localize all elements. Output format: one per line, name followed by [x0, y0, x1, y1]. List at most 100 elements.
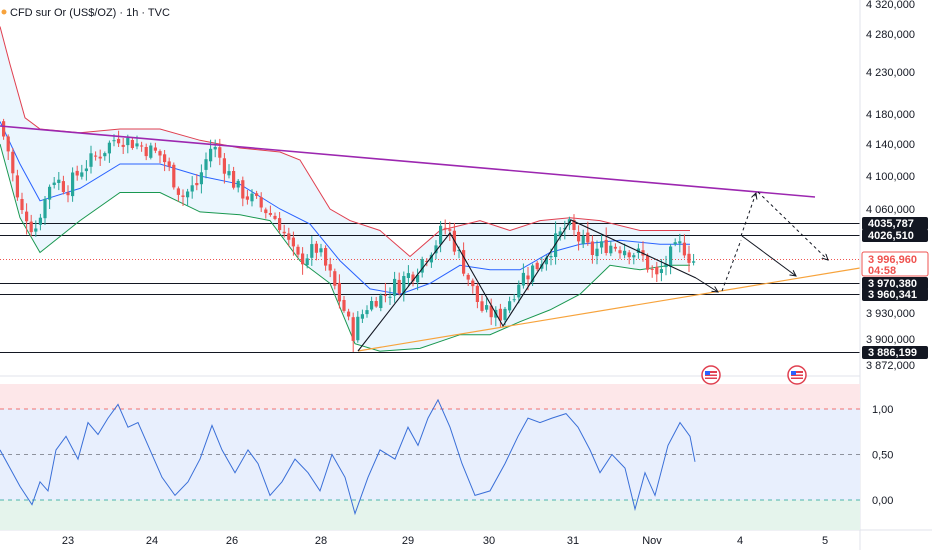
time-tick-label: 4 [737, 535, 743, 547]
price-tick-label: 4 180,000 [866, 109, 915, 121]
candle-body [11, 151, 15, 174]
oscillator-pane[interactable] [0, 384, 860, 530]
candle-body [167, 161, 171, 167]
price-tick-label: 3 930,000 [866, 308, 915, 320]
time-axis[interactable]: 23 24 26 28 29 30 31 Nov 4 5 [62, 535, 828, 547]
candle-body [29, 221, 33, 233]
candle-body [140, 145, 144, 147]
candle-body [512, 299, 516, 301]
candle-body [485, 305, 489, 310]
candle-body [319, 248, 323, 253]
candle-body [103, 153, 107, 157]
projection-arrow [741, 235, 796, 276]
price-tick-label: 4 230,000 [866, 67, 915, 79]
candle-body [498, 308, 502, 321]
oscillator-tick-label: 0,00 [872, 495, 893, 507]
candle-body [121, 144, 125, 147]
candle-body [278, 218, 282, 231]
candle-body [328, 264, 332, 271]
candle-body [669, 246, 673, 267]
candle-body [89, 153, 93, 167]
header: CFD sur Or (US$/OZ) · 1h · TVC [1, 7, 170, 19]
symbol-icon [1, 9, 7, 15]
price-label-box [861, 251, 929, 277]
candle-body [117, 138, 121, 144]
page-title[interactable]: CFD sur Or (US$/OZ) · 1h · TVC [10, 7, 170, 19]
candle-body [310, 244, 314, 258]
candle-body [549, 256, 553, 258]
candle-body [383, 294, 387, 296]
time-tick-label: Nov [642, 535, 662, 547]
candle-body [655, 266, 659, 275]
candle-body [38, 217, 42, 225]
candle-body [687, 253, 691, 263]
zigzag-pattern[interactable] [357, 219, 697, 352]
candle-body [632, 255, 636, 258]
projection-arrow [740, 193, 756, 237]
candle-body [209, 148, 213, 162]
candle-body [48, 186, 52, 200]
candle-body [94, 155, 98, 157]
candle-body [623, 250, 627, 256]
trendlines[interactable] [0, 125, 861, 352]
us-flag-icon[interactable] [701, 365, 721, 385]
candle-body [264, 209, 268, 214]
price-tick-label: 4 320,000 [866, 0, 915, 11]
candle-body [544, 257, 548, 265]
candle-body [222, 158, 226, 174]
bollinger-lower-line [0, 143, 690, 352]
candle-body [351, 317, 355, 341]
candle-body [80, 172, 84, 177]
price-label-box [862, 346, 928, 359]
price-label-text: 3 886,199 [868, 347, 917, 359]
candle-body [149, 145, 153, 158]
candle-body [416, 274, 420, 283]
events[interactable] [701, 365, 807, 385]
time-tick-label: 23 [62, 535, 74, 547]
candle-body [595, 248, 599, 257]
candle-body [15, 175, 19, 198]
candle-body [43, 198, 47, 219]
candle-body [374, 301, 378, 307]
price-tick-label: 4 060,000 [866, 204, 915, 216]
candle-body [282, 231, 286, 234]
candle-body [25, 211, 29, 222]
price-tick-label: 3 900,000 [866, 334, 915, 346]
projection-arrow [695, 277, 718, 292]
candle-body [126, 137, 130, 146]
us-flag-icon[interactable] [787, 365, 807, 385]
candle-body [227, 171, 231, 176]
candle-body [425, 261, 429, 262]
candle-body [443, 227, 447, 229]
time-tick-label: 31 [567, 535, 579, 547]
candle-body [411, 274, 415, 282]
price-label-box [862, 229, 928, 242]
candle-body [250, 193, 254, 202]
candle-body [489, 305, 493, 318]
price-label-box [862, 217, 928, 230]
candle-body [75, 170, 79, 176]
candle-body [558, 231, 562, 237]
candle-body [135, 143, 139, 147]
candle-body [218, 147, 222, 158]
time-tick-label: 30 [483, 535, 495, 547]
candle-body [342, 300, 346, 311]
price-label-box [862, 288, 928, 301]
oscillator-axis: 1,00 0,50 0,00 [872, 404, 893, 507]
candle-body [347, 311, 351, 317]
projected-path[interactable] [695, 191, 828, 292]
candle-body [471, 280, 475, 287]
candle-body [650, 268, 654, 270]
candle-body [273, 215, 277, 219]
candle-body [429, 254, 433, 263]
candle-body [314, 243, 318, 253]
time-tick-label: 24 [146, 535, 158, 547]
candle-body [57, 179, 61, 183]
price-axis[interactable]: 4 320,000 4 280,000 4 230,000 4 180,000 4 14… [866, 0, 915, 372]
oscillator-tick-label: 0,50 [872, 450, 893, 462]
time-tick-label: 29 [402, 535, 414, 547]
candle-body [402, 276, 406, 295]
candle-body [508, 301, 512, 311]
